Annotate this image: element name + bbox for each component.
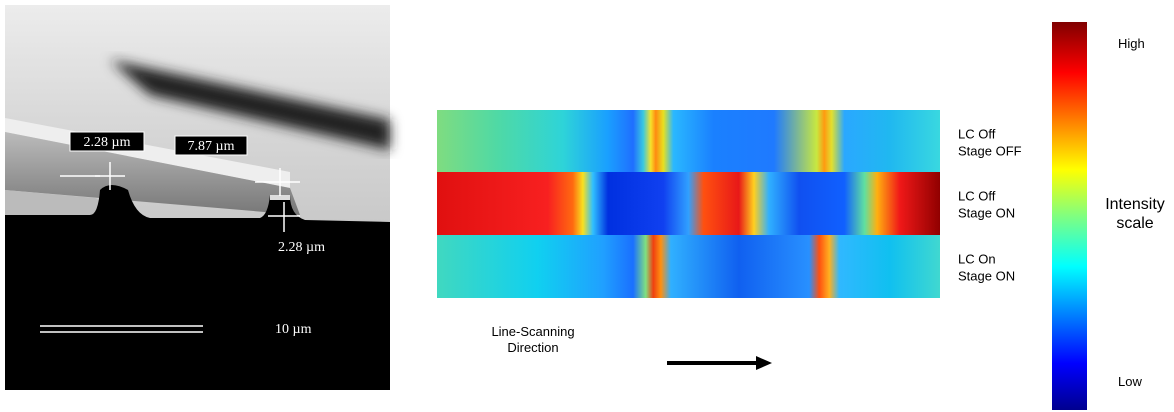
heatmap [437,110,940,298]
measurement: 2.28 µm [278,240,325,255]
row-label: Stage OFF [958,144,1022,159]
heatmap-row [437,172,940,235]
row-label: LC On [958,252,996,267]
colorbar-title: scale [1116,215,1153,232]
row-label: LC Off [958,189,996,204]
heatmap-row [437,110,940,172]
figure: 2.28 µm 7.87 µm 2.28 µm 10 µm LC Off Stag… [0,0,1174,412]
direction: Line-Scanning Direction [491,324,772,370]
row-label: Stage ON [958,206,1015,221]
row-label: Stage ON [958,269,1015,284]
colorbar-high: High [1118,36,1145,51]
measurement: 7.87 µm [188,139,235,154]
direction-label: Line-Scanning [491,324,574,339]
row-labels: LC Off Stage OFF LC Off Stage ON LC On Stage … [958,127,1022,284]
scale-bar-label: 10 µm [275,322,312,337]
colorbar: High Low Intensity scale [1052,22,1165,410]
sem-image [5,5,390,390]
heatmap-row [437,235,940,298]
direction-label: Direction [507,340,558,355]
row-label: LC Off [958,127,996,142]
colorbar-low: Low [1118,374,1142,389]
colorbar-title: Intensity [1105,196,1165,213]
measurement: 2.28 µm [84,135,131,150]
